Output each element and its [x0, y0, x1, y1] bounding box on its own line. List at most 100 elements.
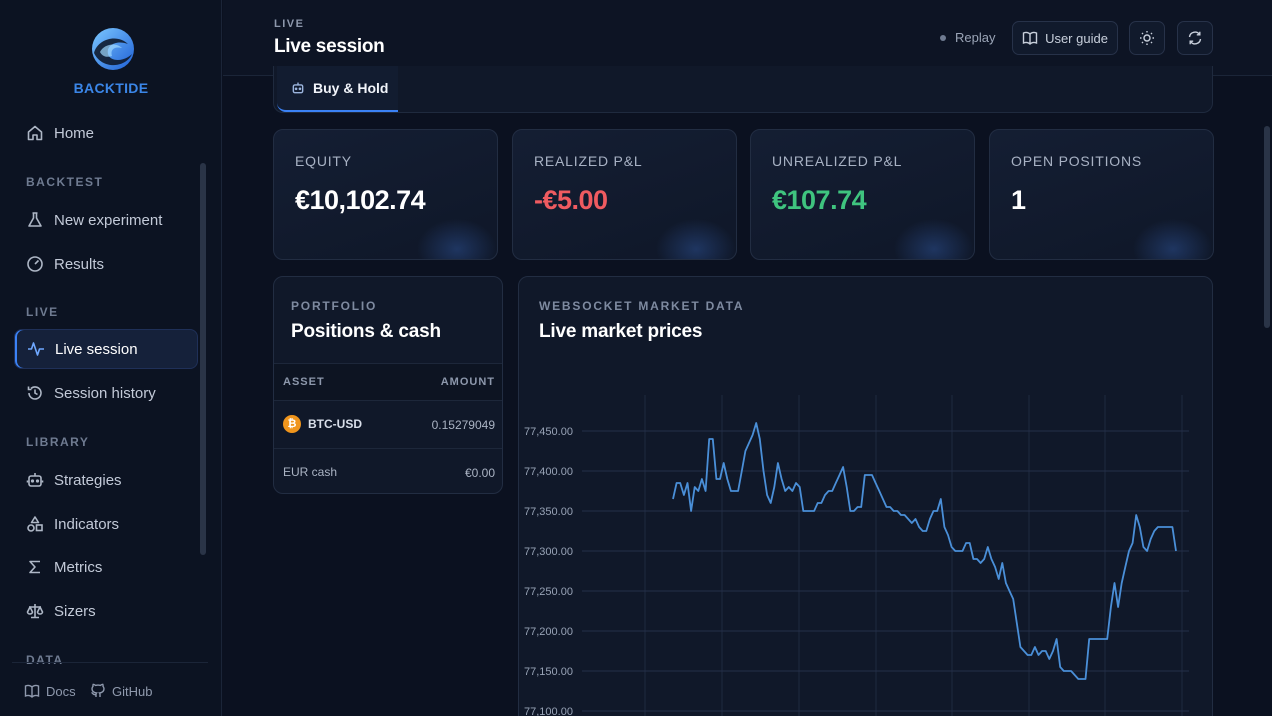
activity-icon: [27, 340, 45, 358]
sidebar-item-label: Indicators: [54, 515, 120, 533]
section-data: DATA: [26, 653, 64, 667]
main-scrollbar[interactable]: [1264, 126, 1270, 328]
y-tick-label: 77,200.00: [524, 626, 573, 638]
page-header: LIVE Live session Replay User guide: [223, 0, 1272, 76]
github-label: GitHub: [112, 683, 153, 699]
brand-logo[interactable]: BACKTIDE: [68, 26, 154, 98]
refresh-button[interactable]: [1177, 21, 1213, 55]
kpi-value: €107.74: [772, 185, 867, 215]
section-backtest: BACKTEST: [26, 175, 104, 189]
user-guide-button[interactable]: User guide: [1012, 21, 1118, 55]
gauge-icon: [26, 255, 44, 273]
sidebar-item-label: Metrics: [54, 558, 103, 576]
home-icon: [26, 124, 44, 142]
bitcoin-icon: ₿: [283, 415, 301, 433]
kpi-value: -€5.00: [534, 185, 608, 215]
kpi-label: OPEN POSITIONS: [1011, 153, 1142, 169]
amount-cell: €0.00: [464, 466, 495, 480]
sidebar-item-label: Results: [54, 255, 105, 273]
sun-icon: [1139, 30, 1155, 46]
github-icon: [90, 683, 106, 699]
book-icon: [24, 683, 40, 699]
kpi-value: 1: [1011, 185, 1026, 215]
robot-icon: [26, 471, 44, 489]
wave-logo-icon: [92, 28, 134, 70]
y-tick-label: 77,250.00: [524, 586, 573, 598]
replay-label: Replay: [955, 30, 996, 45]
section-library: LIBRARY: [26, 435, 90, 449]
kpi-open-positions: OPEN POSITIONS 1: [989, 129, 1214, 260]
sidebar-item-results[interactable]: Results: [14, 244, 198, 284]
market-chart-panel: WEBSOCKET MARKET DATA Live market prices…: [518, 276, 1213, 716]
sidebar-item-live-session[interactable]: Live session: [14, 329, 198, 369]
sidebar-item-home[interactable]: Home: [14, 113, 198, 153]
kpi-label: EQUITY: [295, 153, 352, 169]
table-row: EUR cash €0.00: [274, 449, 502, 493]
sidebar-item-label: Sizers: [54, 602, 96, 620]
portfolio-table-header: ASSET AMOUNT: [274, 363, 502, 401]
market-title: Live market prices: [539, 321, 703, 342]
asset-cell: ₿ BTC-USD: [283, 415, 362, 433]
github-link[interactable]: GitHub: [90, 683, 152, 699]
price-chart[interactable]: 77,100.00 77,150.00 77,200.00 77,250.00 77,3…: [519, 277, 1213, 716]
portfolio-eyebrow: PORTFOLIO: [291, 299, 378, 313]
sidebar-item-strategies[interactable]: Strategies: [14, 460, 198, 500]
status-dot-icon: [940, 34, 946, 41]
y-tick-label: 77,350.00: [524, 506, 573, 518]
amount-cell: 0.15279049: [431, 418, 495, 432]
scale-icon: [26, 602, 44, 620]
sidebar-item-indicators[interactable]: Indicators: [14, 504, 198, 544]
sidebar-item-label: New experiment: [54, 211, 163, 229]
tab-label: Buy & Hold: [313, 80, 389, 96]
sidebar-scrollbar[interactable]: [200, 163, 206, 555]
theme-toggle-button[interactable]: [1129, 21, 1165, 55]
docs-label: Docs: [46, 683, 76, 699]
y-tick-label: 77,400.00: [524, 466, 573, 478]
sidebar-item-new-experiment[interactable]: New experiment: [14, 200, 198, 240]
kpi-unrealized-pnl: UNREALIZED P&L €107.74: [750, 129, 975, 260]
replay-status[interactable]: Replay: [940, 30, 995, 45]
sidebar: BACKTIDE Home BACKTEST New experiment Re…: [0, 0, 222, 716]
section-live: LIVE: [26, 305, 59, 319]
docs-link[interactable]: Docs: [24, 683, 76, 699]
flask-icon: [26, 211, 44, 229]
column-header-amount: AMOUNT: [440, 376, 495, 388]
price-series-line: [672, 422, 1177, 680]
sidebar-item-label: Live session: [55, 340, 138, 358]
sigma-icon: [26, 558, 44, 576]
portfolio-panel: PORTFOLIO Positions & cash ASSET AMOUNT …: [273, 276, 503, 494]
sidebar-item-label: Home: [54, 124, 95, 142]
sidebar-item-label: Strategies: [54, 471, 122, 489]
table-row: ₿ BTC-USD 0.15279049: [274, 401, 502, 449]
brand-name: BACKTIDE: [73, 80, 149, 96]
sidebar-footer: Docs GitHub: [12, 662, 208, 716]
kpi-equity: EQUITY €10,102.74: [273, 129, 498, 260]
kpi-label: REALIZED P&L: [534, 153, 643, 169]
y-tick-label: 77,300.00: [524, 546, 573, 558]
sidebar-item-session-history[interactable]: Session history: [14, 373, 198, 413]
shapes-icon: [26, 515, 44, 533]
refresh-icon: [1187, 30, 1203, 46]
portfolio-title: Positions & cash: [291, 321, 441, 342]
user-guide-label: User guide: [1045, 30, 1108, 46]
strategy-tabs: Buy & Hold: [273, 66, 1213, 113]
kpi-realized-pnl: REALIZED P&L -€5.00: [512, 129, 737, 260]
history-icon: [26, 384, 44, 402]
sidebar-item-label: Session history: [54, 384, 156, 402]
sidebar-item-metrics[interactable]: Metrics: [14, 547, 198, 587]
y-tick-label: 77,100.00: [524, 706, 573, 716]
y-tick-label: 77,450.00: [524, 426, 573, 438]
robot-icon: [291, 81, 305, 95]
sidebar-item-sizers[interactable]: Sizers: [14, 591, 198, 631]
tab-buy-hold[interactable]: Buy & Hold: [277, 66, 398, 112]
kpi-label: UNREALIZED P&L: [772, 153, 903, 169]
asset-name: BTC-USD: [308, 417, 362, 431]
column-header-asset: ASSET: [283, 376, 325, 388]
book-icon: [1022, 30, 1038, 46]
page-eyebrow: LIVE: [274, 18, 305, 30]
page-title: Live session: [274, 36, 385, 57]
y-tick-label: 77,150.00: [524, 666, 573, 678]
asset-name: EUR cash: [283, 465, 338, 479]
kpi-value: €10,102.74: [295, 185, 426, 215]
market-eyebrow: WEBSOCKET MARKET DATA: [539, 299, 745, 313]
